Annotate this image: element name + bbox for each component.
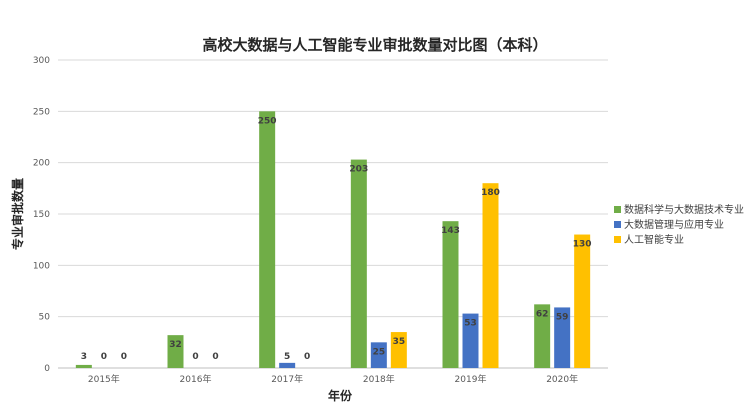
y-tick-label: 300	[33, 56, 50, 66]
x-tick-label: 2019年	[455, 373, 487, 385]
bar	[554, 307, 571, 368]
x-tick-label: 2015年	[88, 373, 120, 385]
data-label: 143	[441, 226, 460, 236]
data-label: 59	[556, 312, 569, 322]
legend-swatch	[614, 206, 621, 213]
data-label: 180	[481, 188, 500, 198]
data-labels: 3 0 0 32 0 0 250 5 0 203 25 35 143 53 180 62 59 130	[81, 116, 592, 362]
bar	[534, 304, 551, 368]
data-label: 32	[169, 340, 182, 350]
gridlines	[58, 59, 608, 369]
bar	[462, 313, 479, 368]
legend-label: 大数据管理与应用专业	[624, 218, 724, 231]
data-label: 0	[304, 352, 310, 362]
bars	[75, 111, 591, 368]
data-label: 25	[373, 347, 386, 357]
legend-label: 数据科学与大数据技术专业	[624, 203, 744, 216]
chart-title: 高校大数据与人工智能专业审批数量对比图（本科）	[202, 36, 547, 54]
bar	[442, 221, 459, 368]
y-tick-label: 100	[33, 261, 50, 271]
bar	[75, 364, 92, 368]
bar	[574, 234, 591, 368]
data-label: 3	[81, 352, 87, 362]
data-label: 53	[464, 319, 477, 329]
data-label: 130	[573, 240, 592, 250]
y-tick-label: 0	[44, 364, 50, 374]
y-axis-title: 专业审批数量	[10, 178, 25, 250]
y-tick-label: 50	[39, 313, 51, 323]
bar	[279, 362, 296, 368]
x-tick-label: 2017年	[271, 373, 303, 385]
bar	[370, 342, 387, 368]
legend-swatch	[614, 221, 621, 228]
data-label: 35	[393, 337, 406, 347]
bar	[482, 183, 499, 368]
legend-swatch	[614, 236, 621, 243]
legend-label: 人工智能专业	[624, 233, 684, 246]
x-axis-title: 年份	[328, 388, 353, 403]
data-label: 250	[258, 116, 277, 126]
x-tick-label: 2020年	[546, 373, 578, 385]
x-axis-ticks: 2015年 2016年 2017年 2018年 2019年 2020年	[88, 373, 578, 385]
data-label: 0	[192, 352, 198, 362]
x-tick-label: 2018年	[363, 373, 395, 385]
data-label: 0	[121, 352, 127, 362]
data-label: 0	[101, 352, 107, 362]
y-tick-label: 150	[33, 210, 50, 220]
y-tick-label: 250	[33, 107, 50, 117]
y-tick-label: 200	[33, 159, 50, 169]
y-axis-ticks: 0 50 100 150 200 250 300	[33, 56, 50, 374]
bar	[167, 335, 184, 368]
bar	[350, 159, 367, 368]
data-label: 0	[212, 352, 218, 362]
bar	[259, 111, 276, 368]
data-label: 62	[536, 309, 549, 319]
data-label: 5	[284, 352, 290, 362]
bar	[390, 332, 407, 368]
x-tick-label: 2016年	[180, 373, 212, 385]
data-label: 203	[349, 165, 368, 175]
